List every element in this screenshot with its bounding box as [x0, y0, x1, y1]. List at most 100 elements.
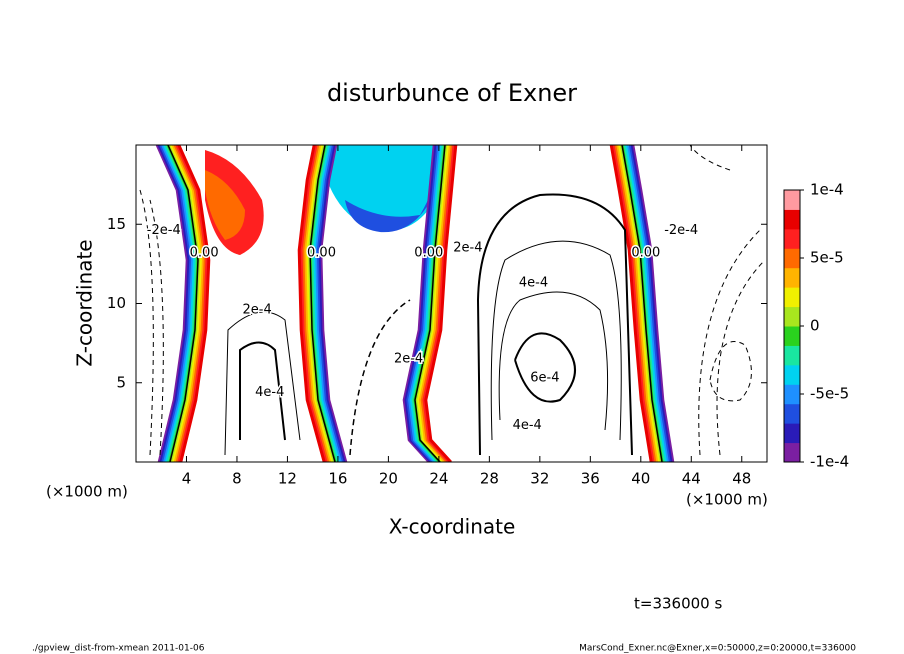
colorbar-tick-label: 1e-4	[810, 181, 844, 199]
zero-contour	[621, 145, 663, 462]
x-tick-label: 40	[631, 470, 650, 488]
plume-band	[301, 145, 330, 462]
chart-title: disturbunce of Exner	[327, 79, 577, 107]
contour-label: 2e-4	[394, 351, 423, 366]
zero-contour	[414, 145, 446, 462]
pos-region	[205, 170, 245, 240]
plume-band	[157, 145, 191, 462]
x-tick-label: 12	[278, 470, 297, 488]
colorbar-swatch	[784, 345, 800, 366]
plume-band	[625, 145, 669, 462]
plume-band	[155, 145, 189, 462]
plume-band	[297, 145, 326, 462]
colorbar-swatch	[784, 364, 800, 385]
colorbar-tick-label: -5e-5	[810, 385, 849, 403]
plume-band	[613, 145, 657, 462]
plume-band	[175, 145, 209, 462]
contour-label: -2e-4	[147, 223, 181, 238]
footer-right: MarsCond_Exner.nc@Exner,x=0:50000,z=0:20…	[579, 644, 856, 654]
plume-band	[164, 145, 198, 462]
plume-band	[177, 145, 211, 462]
colorbar-swatch	[784, 403, 800, 424]
contour-label: 4e-4	[519, 275, 548, 290]
plume-band	[618, 145, 662, 462]
contour-label: 4e-4	[513, 418, 542, 433]
contour-label: 0.00	[307, 245, 336, 260]
plume-band	[616, 145, 660, 462]
x-tick-label: 48	[732, 470, 751, 488]
plume-band	[170, 145, 204, 462]
colorbar-swatch	[784, 306, 800, 327]
x-tick-label: 36	[581, 470, 600, 488]
x-tick-label: 32	[530, 470, 549, 488]
y-tick-label: 15	[107, 215, 126, 233]
contour-lines	[139, 145, 766, 462]
x-tick-label: 20	[379, 470, 398, 488]
footer-left: ./gpview_dist-from-xmean 2011-01-06	[32, 644, 205, 654]
contour-label: 0.00	[631, 245, 660, 260]
plume-band	[159, 145, 193, 462]
plume-band	[161, 145, 195, 462]
plume-band	[173, 145, 207, 462]
plume-band	[310, 145, 339, 462]
x-tick-label: 8	[232, 470, 242, 488]
contour-label: -2e-4	[664, 223, 698, 238]
plume-band	[312, 145, 341, 462]
plume-band	[163, 145, 196, 462]
plume-band	[313, 145, 342, 462]
plume-band	[609, 145, 653, 462]
x-tick-label: 24	[429, 470, 448, 488]
contour-label: 6e-4	[530, 370, 559, 385]
x-axis-label: X-coordinate	[389, 515, 516, 539]
x-unit: (×1000 m)	[686, 491, 768, 509]
contour-label: 0.00	[414, 245, 443, 260]
plume-band	[315, 145, 344, 462]
time-label: t=336000 s	[634, 595, 722, 613]
colorbar-tick-label: -1e-4	[810, 453, 849, 471]
y-axis-label: Z-coordinate	[73, 239, 97, 366]
plume-band	[611, 145, 655, 462]
plume-band	[629, 145, 673, 462]
plume-band	[317, 145, 346, 462]
plume-band	[319, 145, 348, 462]
plume-band	[303, 145, 332, 462]
contour-label: 2e-4	[453, 241, 482, 256]
plume-band	[631, 145, 675, 462]
colorbar-tick-label: 0	[810, 317, 820, 335]
neg-region	[345, 160, 440, 233]
colorbar-swatch	[784, 248, 800, 269]
colorbar-swatch	[784, 267, 800, 288]
plume-band	[306, 145, 335, 462]
x-unit: (×1000 m)	[46, 483, 128, 501]
plume-band	[299, 145, 328, 462]
plume-band	[424, 145, 458, 462]
colorbar-swatch	[784, 384, 800, 405]
plume-band	[172, 145, 205, 462]
plume-band	[624, 145, 668, 462]
colorbar-swatch	[784, 326, 800, 346]
plume-band	[168, 145, 202, 462]
colorbar-swatch	[784, 209, 800, 230]
zero-contour	[309, 145, 336, 462]
colorbar-swatch	[784, 442, 800, 463]
contour-label: 0.00	[190, 245, 219, 260]
plume-band	[304, 145, 333, 462]
colorbar-swatch	[784, 228, 800, 249]
plume-band	[622, 145, 666, 462]
x-tick-label: 16	[328, 470, 347, 488]
colorbar-swatch	[784, 190, 800, 210]
x-tick-label: 28	[480, 470, 499, 488]
color-field	[155, 145, 675, 462]
colorbar-swatch	[784, 423, 800, 444]
x-tick-label: 44	[682, 470, 701, 488]
zero-contour	[167, 145, 199, 462]
x-tick-label: 4	[182, 470, 192, 488]
plume-band	[627, 145, 671, 462]
contour-label: 4e-4	[255, 385, 284, 400]
plume-band	[615, 145, 659, 462]
contour-label: 2e-4	[243, 302, 272, 317]
colorbar-tick-label: 5e-5	[810, 249, 844, 267]
y-tick-label: 5	[116, 373, 126, 391]
colorbar-swatch	[784, 287, 800, 308]
